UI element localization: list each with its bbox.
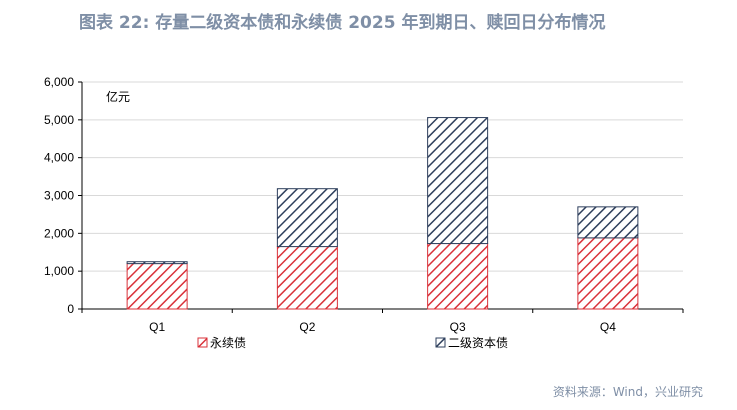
legend-label-tier2: 二级资本债 [448,336,508,350]
bars [126,117,639,310]
bar-perpetual-q2 [276,246,338,310]
legend-swatch-tier2 [435,337,446,348]
source-note: 资料来源：Wind，兴业研究 [552,385,703,399]
legend: 永续债 二级资本债 [197,336,508,350]
x-tick-label: Q3 [450,320,466,334]
bar-perpetual-q3 [427,243,489,310]
legend-label-perpetual: 永续债 [210,336,246,350]
y-tick-label: 5,000 [44,113,74,127]
axis-labels: 0 1,000 2,000 3,000 4,000 5,000 6,000 Q1 Q2 Q3 Q4 [44,75,616,334]
bar-tier2-q4 [577,206,639,239]
bar-perpetual-q1 [126,263,188,310]
bar-perpetual-q4 [577,237,639,310]
y-tick-label: 2,000 [44,226,74,240]
y-tick-label: 4,000 [44,151,74,165]
bar-tier2-q2 [276,188,338,248]
y-unit-label: 亿元 [106,89,130,104]
y-tick-label: 3,000 [44,189,74,203]
legend-swatch-perpetual [197,337,208,348]
chart-title: 图表 22: 存量二级资本债和永续债 2025 年到期日、赎回日分布情况 [79,13,606,33]
bar-tier2-q3 [427,117,489,245]
bar-tier2-q1 [126,261,188,265]
y-tick-label: 6,000 [44,75,74,89]
x-tick-label: Q4 [600,320,616,334]
x-tick-label: Q2 [299,320,315,334]
x-tick-label: Q1 [149,320,165,334]
y-tick-label: 1,000 [44,264,74,278]
y-tick-label: 0 [67,302,74,316]
